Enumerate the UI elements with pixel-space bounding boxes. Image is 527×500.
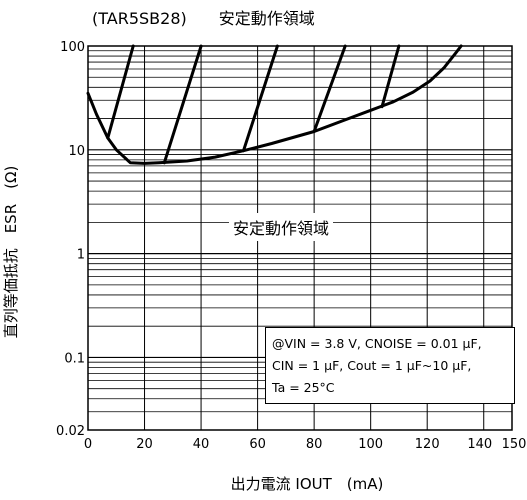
condition-line: CIN = 1 μF, Cout = 1 μF~10 μF,: [272, 358, 472, 373]
esr-lower-boundary-curve: [86, 44, 463, 165]
y-tick-label: 100: [60, 40, 85, 55]
x-tick-label: 120: [415, 437, 440, 452]
x-tick-label: 40: [193, 437, 210, 452]
stability-boundary-segment: [106, 44, 135, 140]
test-conditions-box: @VIN = 3.8 V, CNOISE = 0.01 μF, CIN = 1 …: [265, 327, 515, 404]
y-axis-label: 直列等価抵抗 ESR (Ω): [2, 166, 20, 339]
x-axis-label: 出力電流 IOUT (mA): [231, 475, 384, 493]
y-tick-label: 0.1: [64, 351, 85, 366]
x-tick-label: 140: [467, 437, 492, 452]
x-tick-label: 80: [306, 437, 323, 452]
x-axis: 0 20 40 60 80 100 120 140 150: [84, 437, 527, 452]
condition-line: @VIN = 3.8 V, CNOISE = 0.01 μF,: [272, 336, 482, 351]
stability-boundary: [86, 44, 463, 165]
plot-frame: [87, 45, 513, 431]
y-axis: 0.02 0.1 1 10 100: [56, 40, 85, 439]
y-tick-label: 0.02: [56, 424, 85, 439]
condition-line: Ta = 25°C: [272, 380, 335, 395]
x-tick-label: 60: [249, 437, 266, 452]
stability-boundary-segment: [162, 44, 203, 165]
stability-boundary-segment: [312, 44, 347, 133]
x-tick-label: 150: [502, 437, 527, 452]
y-tick-label: 10: [68, 144, 85, 159]
stability-boundary-segment: [380, 44, 401, 109]
y-tick-label: 1: [77, 248, 85, 263]
x-tick-label: 20: [136, 437, 153, 452]
x-tick-label: 100: [358, 437, 383, 452]
chart-title: (TAR5SB28) 安定動作領域: [92, 9, 315, 28]
stability-boundary-segment: [242, 44, 279, 153]
stable-region-label: 安定動作領域: [229, 213, 334, 241]
x-tick-label: 0: [84, 437, 92, 452]
